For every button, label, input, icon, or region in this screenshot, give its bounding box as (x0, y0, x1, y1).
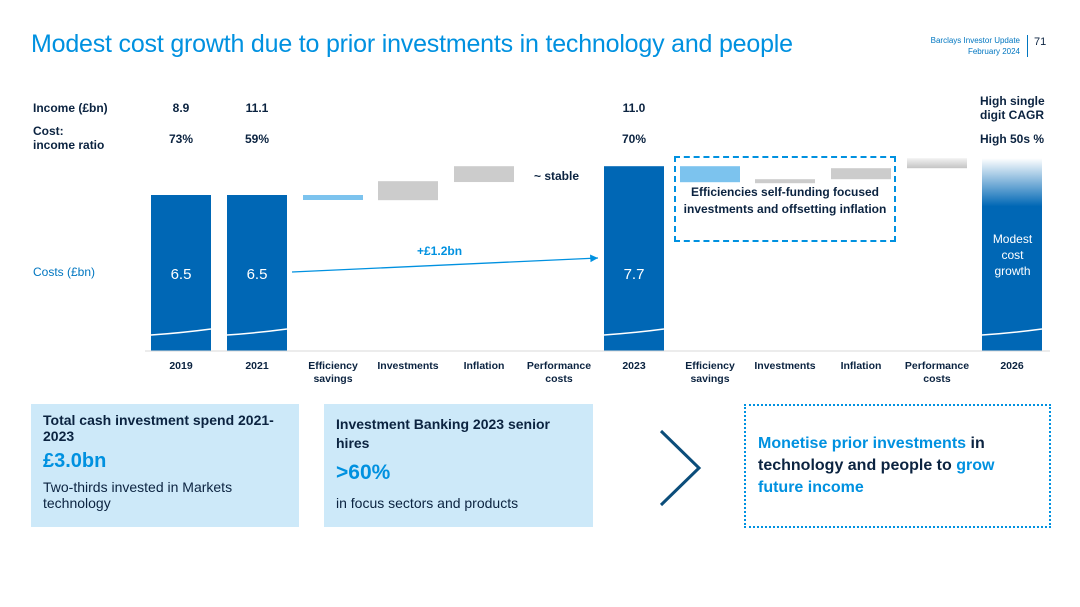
x-tick-label: savings (690, 373, 729, 385)
chevron-right-icon (659, 429, 702, 507)
bar-2019 (151, 195, 211, 351)
x-tick-label: 2026 (1000, 360, 1024, 372)
efficiency-callout-text: Efficiencies self-funding focused invest… (683, 185, 887, 216)
x-tick-label: costs (545, 373, 573, 385)
hires-card-value: >60% (336, 461, 391, 484)
step-4 (454, 166, 514, 183)
growth-arrow (291, 254, 599, 273)
costs-row-label: Costs (£bn) (33, 265, 96, 279)
page-number: 71 (1034, 36, 1047, 48)
x-tick-label: Efficiency (685, 360, 735, 372)
investment-card-heading: Total cash investment spend 2021-2023 (43, 412, 274, 444)
monetise-middle: in technology and people to (758, 435, 985, 474)
x-tick-label: Inflation (464, 360, 505, 372)
publisher-label: Barclays Investor Update (930, 36, 1020, 45)
step-8 (755, 179, 815, 184)
bar-2021 (227, 195, 287, 351)
step-7 (680, 166, 740, 183)
investment-spend-card: Total cash investment spend 2021-2023 £3… (31, 404, 299, 527)
target-ratio: High 50s % (980, 132, 1045, 146)
x-tick-label: Performance (905, 360, 969, 372)
axis-break-1 (226, 328, 288, 336)
growth-label: +£1.2bn (417, 244, 463, 258)
target-income-line2: digit CAGR (980, 108, 1044, 122)
x-tick-label: 2023 (622, 360, 646, 372)
stable-annotation: ~ stable (534, 169, 580, 183)
cost-income-row-label: Cost: income ratio (33, 124, 104, 152)
investment-card-body: Two-thirds invested in Markets technolog… (43, 479, 233, 511)
x-tick-label: Performance (527, 360, 591, 372)
monetise-highlight: Monetise prior investments (758, 435, 967, 452)
income-2023: 11.0 (622, 101, 646, 115)
x-tick-label: 2021 (245, 360, 269, 372)
header-source: Barclays Investor Update February 2024 (931, 35, 1020, 57)
monetise-callout-text: Monetise prior investments in technology… (758, 433, 1043, 499)
bar-2026 (982, 158, 1042, 351)
x-tick-label: savings (313, 373, 352, 385)
x-tick-label: Efficiency (308, 360, 358, 372)
target-income: High single digit CAGR (980, 94, 1050, 122)
data-label-2023: 7.7 (624, 266, 645, 283)
income-2019: 8.9 (172, 101, 190, 115)
step-2 (303, 195, 363, 200)
ratio-2019: 73% (168, 132, 194, 146)
ratio-2023: 70% (621, 132, 647, 146)
data-label-2021: 6.5 (247, 266, 268, 283)
efficiency-callout-box (674, 156, 896, 242)
x-tick-label: 2019 (169, 360, 193, 372)
x-tick-label: Investments (754, 360, 815, 372)
investment-card-value: £3.0bn (43, 450, 107, 472)
axis-break-11 (981, 328, 1043, 336)
hires-card-body: in focus sectors and products (336, 495, 519, 511)
x-tick-label: Investments (377, 360, 438, 372)
step-10 (907, 158, 967, 169)
page-title: Modest cost growth due to prior investme… (31, 30, 793, 58)
x-tick-label: costs (923, 373, 951, 385)
monetise-grow-highlight: grow future income (758, 457, 995, 496)
cost-income-label-line1: Cost: (33, 124, 64, 138)
bar-2023 (604, 166, 664, 351)
senior-hires-card: Investment Banking 2023 senior hires >60… (324, 404, 593, 527)
modest-growth-label: Modest cost growth (992, 232, 1033, 278)
hires-card-heading: Investment Banking 2023 senior hires (336, 416, 550, 451)
ratio-2021: 59% (244, 132, 270, 146)
axis-break-0 (150, 328, 212, 336)
data-label-2019: 6.5 (171, 266, 192, 283)
income-row-label: Income (£bn) (33, 101, 108, 115)
x-tick-label: Inflation (841, 360, 882, 372)
cost-income-label-line2: income ratio (33, 138, 105, 152)
monetise-callout-box (744, 404, 1051, 528)
date-label: February 2024 (967, 47, 1020, 56)
header-divider (1027, 35, 1028, 57)
target-income-line1: High single (980, 94, 1045, 108)
axis-break-6 (603, 328, 665, 336)
step-3 (378, 181, 438, 201)
income-2021: 11.1 (245, 101, 269, 115)
step-9 (831, 168, 891, 180)
